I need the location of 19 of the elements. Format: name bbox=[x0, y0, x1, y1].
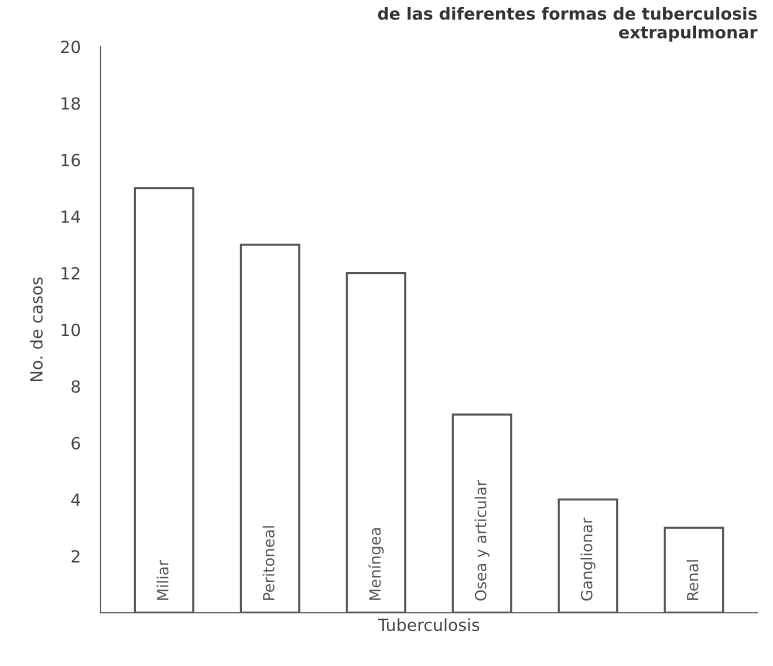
y-tick-label: 14 bbox=[62, 210, 80, 223]
x-tick-label: Miliar bbox=[156, 560, 169, 600]
y-tick-label: 18 bbox=[62, 97, 80, 110]
x-tick-label: Renal bbox=[686, 560, 698, 600]
y-tick-label: 16 bbox=[62, 154, 80, 166]
y-tick-label: 8 bbox=[72, 380, 80, 393]
x-tick-label: Meníngea bbox=[368, 528, 384, 600]
y-tick-label: 6 bbox=[72, 436, 80, 450]
x-tick-label: Ganglionar bbox=[580, 518, 596, 601]
y-axis-title: No. de casos bbox=[30, 277, 43, 382]
chart-title: de las diferentes formas de tuberculosis extrapulmonar bbox=[378, 6, 758, 42]
y-tick-label: 4 bbox=[71, 494, 80, 506]
x-axis-title: Tuberculosis bbox=[378, 618, 480, 632]
y-tick-label: 2 bbox=[72, 550, 80, 562]
y-tick-label: 10 bbox=[62, 324, 80, 336]
x-tick-label: Osea y articular bbox=[474, 480, 490, 601]
y-tick-label: 20 bbox=[61, 40, 80, 54]
x-tick-label: Peritoneal bbox=[262, 526, 274, 600]
y-tick-label: 12 bbox=[62, 267, 80, 280]
